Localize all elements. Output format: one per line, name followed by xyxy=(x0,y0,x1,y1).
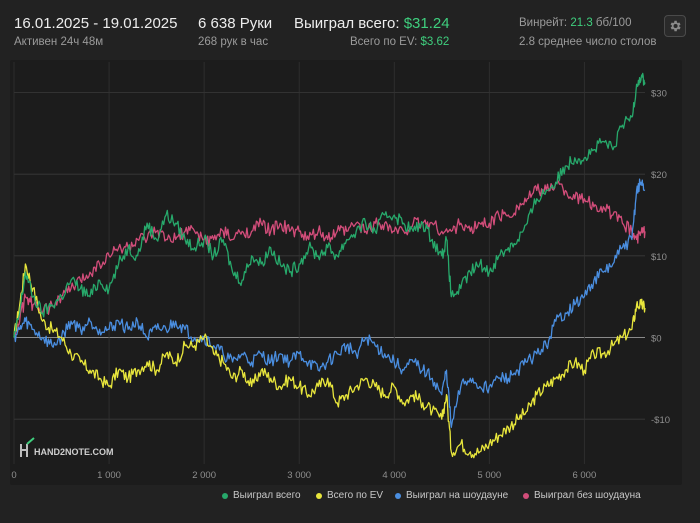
legend-dot-ev xyxy=(316,492,322,499)
x-tick-label: 4 000 xyxy=(382,470,406,481)
logo-mark xyxy=(20,444,28,457)
winrate-unit: бб/100 xyxy=(595,17,632,29)
won-total-label: Выиграл всего: xyxy=(294,15,400,32)
series-line-ev xyxy=(13,263,646,459)
legend-label-total: Выиграл всего xyxy=(233,490,301,501)
legend-item-non-showdown[interactable]: Выиграл без шоудауна xyxy=(523,490,641,501)
y-tick-label: $20 xyxy=(651,170,667,181)
active-time: Активен 24ч 48м xyxy=(14,36,104,48)
date-range: 16.01.2025 - 19.01.2025 xyxy=(14,15,178,32)
won-total: Выиграл всего: $31.24 xyxy=(294,15,450,32)
watermark-text: HAND2NOTE.COM xyxy=(34,447,114,457)
legend-item-ev[interactable]: Всего по EV xyxy=(316,490,383,501)
legend-label-ev: Всего по EV xyxy=(327,490,384,501)
won-total-value: $31.24 xyxy=(403,15,450,32)
legend-dot-non-showdown xyxy=(523,492,529,499)
legend-item-showdown[interactable]: Выиграл на шоудауне xyxy=(395,490,508,501)
gear-icon xyxy=(670,20,681,32)
hands-per-hour: 268 рук в час xyxy=(198,36,269,48)
winrate: Винрейт: 21.3 бб/100 xyxy=(519,17,631,29)
legend-label-non-showdown: Выиграл без шоудауна xyxy=(534,490,641,501)
legend-item-total[interactable]: Выиграл всего xyxy=(222,490,301,501)
y-tick-label: -$10 xyxy=(651,415,670,426)
settings-button[interactable] xyxy=(664,15,686,37)
ev-total: Всего по EV: $3.62 xyxy=(350,36,449,48)
y-tick-label: $0 xyxy=(651,334,662,345)
winrate-value: 21.3 xyxy=(570,17,593,29)
series-line-total xyxy=(13,72,646,338)
series-line-non-showdown xyxy=(13,180,646,338)
x-tick-label: 2 000 xyxy=(192,470,216,481)
x-tick-label: 6 000 xyxy=(572,470,596,481)
legend-label-showdown: Выиграл на шоудауне xyxy=(406,490,509,501)
hand2note-logo: HAND2NOTE.COM xyxy=(20,437,114,457)
ev-total-label: Всего по EV: xyxy=(350,36,418,48)
x-tick-label: 3 000 xyxy=(287,470,311,481)
stats-header: 16.01.2025 - 19.01.2025 Активен 24ч 48м … xyxy=(0,0,700,58)
hands-count: 6 638 Руки xyxy=(198,15,273,32)
ev-total-value: $3.62 xyxy=(420,36,450,48)
y-tick-label: $30 xyxy=(651,89,667,100)
series-line-showdown xyxy=(13,178,646,428)
x-tick-label: 1 000 xyxy=(97,470,121,481)
x-tick-label: 5 000 xyxy=(477,470,501,481)
x-tick-label: 0 xyxy=(11,470,16,481)
avg-tables: 2.8 среднее число столов xyxy=(519,36,657,48)
y-tick-label: $10 xyxy=(651,252,667,263)
legend: Выиграл всего Всего по EV Выиграл на шоу… xyxy=(0,490,700,510)
legend-dot-total xyxy=(222,492,228,499)
logo-accent xyxy=(26,437,35,445)
winrate-label: Винрейт: xyxy=(519,17,568,29)
legend-dot-showdown xyxy=(395,492,401,499)
chart-panel xyxy=(10,60,682,485)
